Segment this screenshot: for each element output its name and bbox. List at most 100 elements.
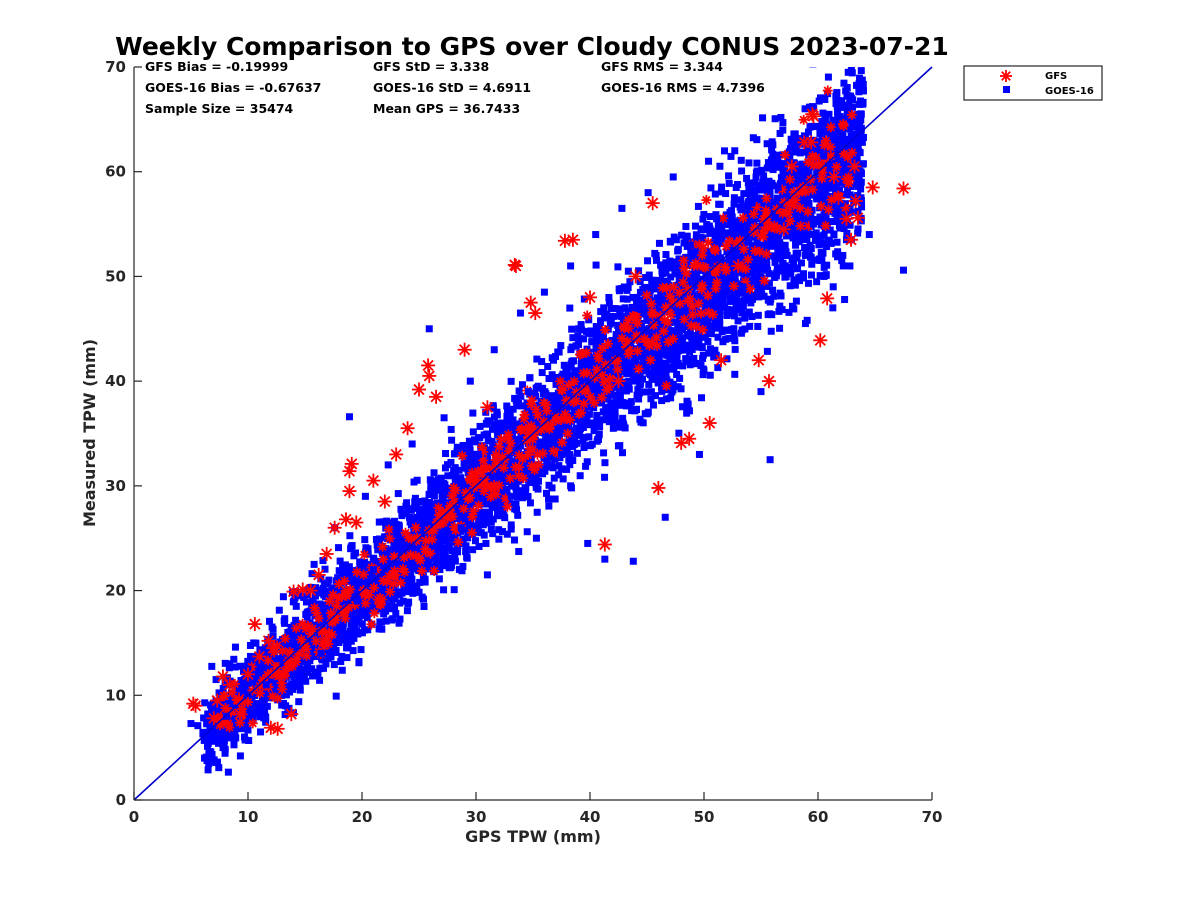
goes16-cloud-point bbox=[733, 299, 741, 307]
goes16-cloud-point bbox=[485, 479, 493, 487]
goes16-cloud-point bbox=[281, 615, 289, 623]
goes16-cloud-point bbox=[413, 586, 421, 594]
goes16-cloud-point bbox=[800, 270, 808, 278]
goes16-cloud-point bbox=[752, 215, 760, 223]
goes16-cloud-point bbox=[808, 206, 816, 214]
goes16-cloud-point bbox=[586, 441, 594, 449]
goes16-cloud-point bbox=[662, 269, 670, 277]
goes16-cloud-point bbox=[854, 127, 862, 135]
goes16-cloud-point bbox=[803, 194, 811, 202]
goes16-cloud-point bbox=[827, 172, 835, 180]
goes16-cloud-point bbox=[599, 333, 607, 341]
goes16-cloud-point bbox=[589, 419, 597, 427]
goes16-cloud-point bbox=[576, 431, 584, 439]
goes16-cloud-point bbox=[361, 536, 369, 544]
goes16-cloud-point bbox=[440, 586, 448, 594]
goes16-cloud-point bbox=[755, 269, 763, 277]
goes16-cloud-point bbox=[607, 318, 615, 326]
goes16-cloud-point bbox=[450, 450, 458, 458]
goes16-cloud-point bbox=[480, 531, 488, 539]
goes16-cloud-point bbox=[763, 140, 771, 148]
goes16-cloud-point bbox=[306, 607, 314, 615]
goes16-cloud-point bbox=[271, 686, 279, 694]
goes16-cloud-point bbox=[408, 517, 416, 525]
goes16-cloud-point bbox=[711, 227, 719, 235]
goes16-cloud-point bbox=[535, 477, 543, 485]
goes16-cloud-point bbox=[647, 395, 655, 403]
goes16-cloud-point bbox=[822, 271, 830, 279]
goes16-cloud-point bbox=[396, 591, 404, 599]
goes16-cloud-point bbox=[694, 255, 702, 263]
goes16-cloud-point bbox=[265, 617, 273, 625]
goes16-cloud-point bbox=[716, 162, 724, 170]
goes16-cloud-point bbox=[495, 535, 503, 543]
goes16-cloud-point bbox=[308, 639, 316, 647]
goes16-cloud-point bbox=[603, 408, 611, 416]
goes16-cloud-point bbox=[228, 718, 236, 726]
goes16-cloud-point bbox=[615, 287, 623, 295]
goes16-cloud-point bbox=[240, 676, 248, 684]
goes16-cloud-point bbox=[207, 758, 215, 766]
goes16-cloud-point bbox=[609, 391, 617, 399]
goes16-cloud-point bbox=[607, 305, 615, 313]
goes16-cloud-point bbox=[537, 397, 545, 405]
goes16-cloud-point bbox=[465, 444, 473, 452]
goes16-cloud-point bbox=[307, 653, 315, 661]
goes16-cloud-point bbox=[849, 103, 857, 111]
goes16-cloud-point bbox=[526, 374, 534, 382]
goes16-cloud-point bbox=[566, 304, 574, 312]
goes16-cloud-point bbox=[839, 262, 847, 270]
goes16-cloud-point bbox=[690, 341, 698, 349]
goes16-cloud-point bbox=[700, 210, 708, 218]
goes16-cloud-point bbox=[658, 295, 666, 303]
goes16-cloud-point bbox=[551, 455, 559, 463]
goes16-cloud-point bbox=[383, 517, 391, 525]
goes16-cloud-point bbox=[248, 694, 256, 702]
goes16-cloud-point bbox=[451, 557, 459, 565]
goes16-cloud-point bbox=[675, 336, 683, 344]
goes16-cloud-point bbox=[698, 259, 706, 267]
goes16-cloud-point bbox=[667, 394, 675, 402]
goes16-cloud-point bbox=[571, 430, 579, 438]
goes16-cloud-point bbox=[244, 713, 252, 721]
goes16-cloud-point bbox=[765, 230, 773, 238]
goes16-cloud-point bbox=[503, 530, 511, 538]
goes16-cloud-point bbox=[704, 316, 712, 324]
goes16-cloud-point bbox=[668, 365, 676, 373]
goes16-cloud-point bbox=[501, 470, 509, 478]
goes16-cloud-point bbox=[770, 271, 778, 279]
goes16-cloud-point bbox=[605, 293, 613, 301]
goes16-cloud-point bbox=[597, 308, 605, 316]
goes16-cloud-point bbox=[651, 392, 659, 400]
goes16-cloud-point bbox=[786, 223, 794, 231]
goes16-cloud-point bbox=[580, 444, 588, 452]
goes16-cloud-point bbox=[595, 337, 603, 345]
goes16-cloud-point bbox=[845, 101, 853, 109]
goes16-cloud-point bbox=[464, 534, 472, 542]
goes16-cloud-point bbox=[590, 427, 598, 435]
goes16-cloud-point bbox=[776, 255, 784, 263]
goes16-cloud-point bbox=[675, 255, 683, 263]
goes16-cloud-point bbox=[773, 194, 781, 202]
goes16-cloud-point bbox=[463, 554, 471, 562]
goes16-cloud-point bbox=[275, 606, 283, 614]
goes16-cloud-point bbox=[825, 110, 833, 118]
goes16-cloud-point bbox=[408, 562, 416, 570]
goes16-cloud-point bbox=[309, 648, 317, 656]
goes16-cloud-point bbox=[505, 459, 513, 467]
goes16-cloud-point bbox=[577, 321, 585, 329]
goes16-cloud-point bbox=[725, 179, 733, 187]
goes16-cloud-point bbox=[317, 664, 325, 672]
goes16-cloud-point bbox=[532, 384, 540, 392]
goes16-cloud-point bbox=[471, 438, 479, 446]
goes16-cloud-point bbox=[559, 370, 567, 378]
goes16-cloud-point bbox=[608, 355, 616, 363]
goes16-cloud-point bbox=[765, 236, 773, 244]
goes16-cloud-point bbox=[848, 117, 856, 125]
goes16-cloud-point bbox=[222, 695, 230, 703]
goes16-cloud-point bbox=[534, 485, 542, 493]
goes16-cloud-point bbox=[343, 644, 351, 652]
goes16-cloud-point bbox=[533, 355, 541, 363]
goes16-cloud-point bbox=[809, 67, 817, 68]
goes16-cloud-point bbox=[221, 728, 229, 736]
